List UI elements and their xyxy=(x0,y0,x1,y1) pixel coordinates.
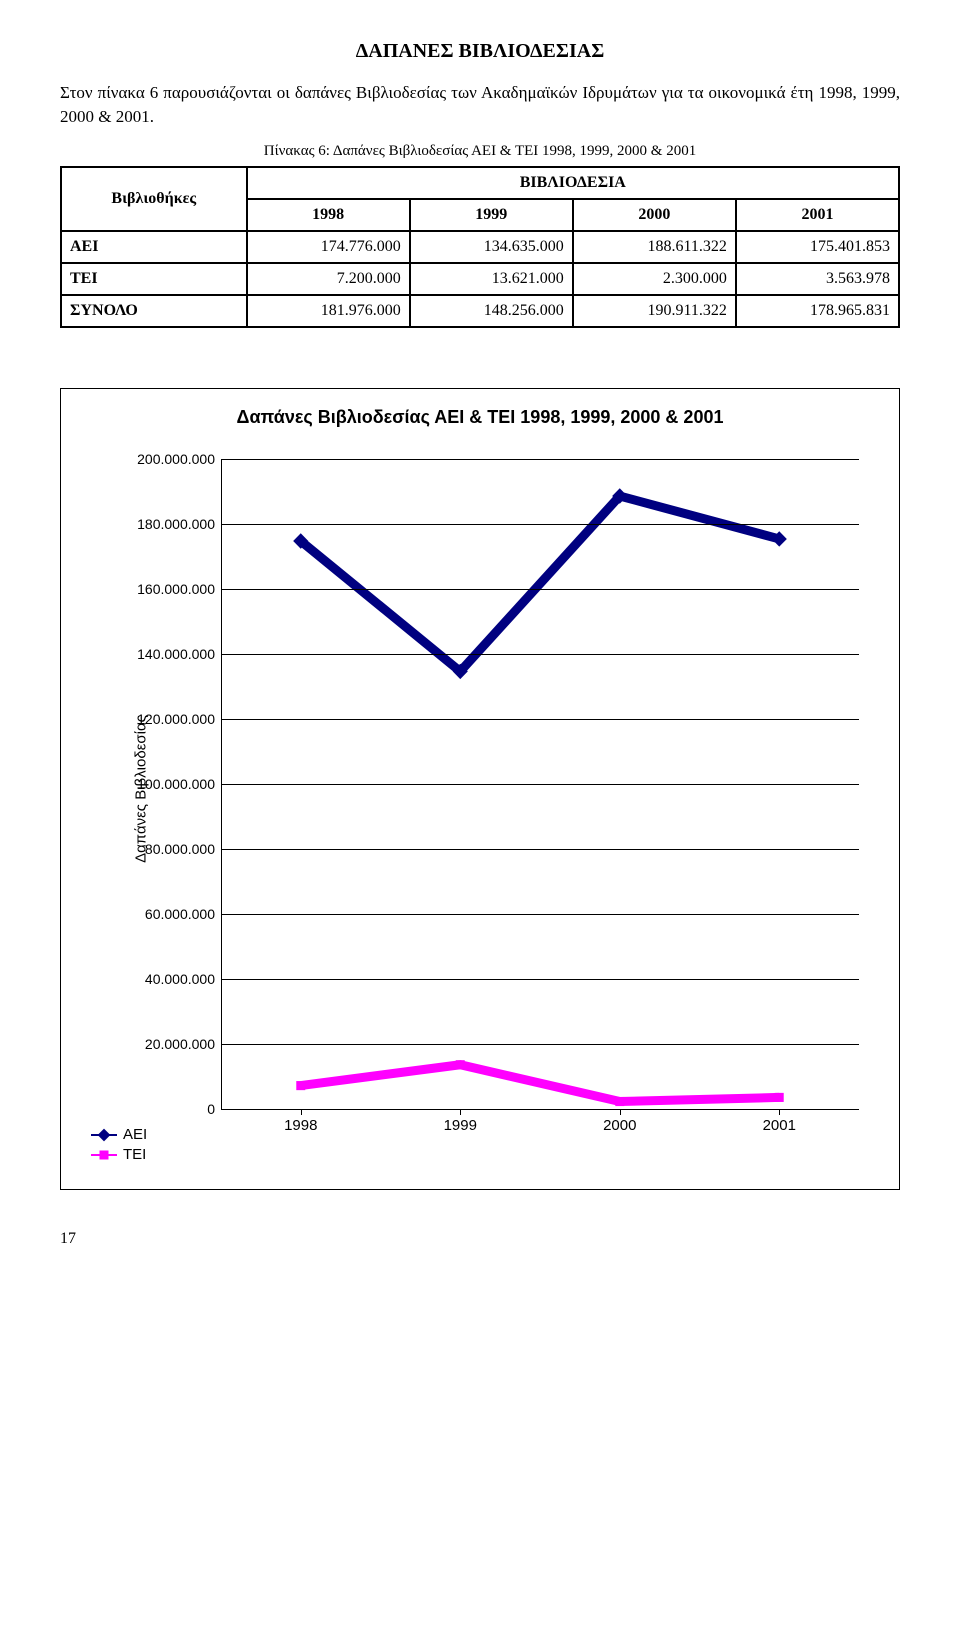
cell: 3.563.978 xyxy=(736,263,899,295)
y-tick-label: 180.000.000 xyxy=(137,516,215,532)
page-number: 17 xyxy=(60,1230,900,1248)
cell: 175.401.853 xyxy=(736,231,899,263)
table-row: ΤΕΙ 7.200.000 13.621.000 2.300.000 3.563… xyxy=(61,263,899,295)
y-tick-label: 60.000.000 xyxy=(145,906,215,922)
cell: 134.635.000 xyxy=(410,231,573,263)
cell: 188.611.322 xyxy=(573,231,736,263)
gridline xyxy=(221,914,859,915)
cell: 13.621.000 xyxy=(410,263,573,295)
cell: 174.776.000 xyxy=(247,231,410,263)
gridline xyxy=(221,589,859,590)
gridline xyxy=(221,524,859,525)
y-tick-label: 120.000.000 xyxy=(137,711,215,727)
table-row: ΣΥΝΟΛΟ 181.976.000 148.256.000 190.911.3… xyxy=(61,295,899,327)
diamond-marker-icon xyxy=(98,1128,111,1141)
col-header: 2001 xyxy=(736,199,899,231)
line-chart: Δαπάνες Βιβλιοδεσίας ΑΕΙ & ΤΕΙ 1998, 199… xyxy=(60,388,900,1190)
chart-legend: ΑΕΙ ΤΕΙ xyxy=(91,1125,147,1165)
series-marker xyxy=(775,1092,784,1101)
cell: 2.300.000 xyxy=(573,263,736,295)
y-tick-label: 20.000.000 xyxy=(145,1036,215,1052)
gridline xyxy=(221,849,859,850)
table-row: ΑΕΙ 174.776.000 134.635.000 188.611.322 … xyxy=(61,231,899,263)
y-tick-label: 0 xyxy=(207,1101,215,1117)
gridline xyxy=(221,459,859,460)
cell: 7.200.000 xyxy=(247,263,410,295)
legend-item: ΑΕΙ xyxy=(91,1125,147,1145)
intro-paragraph: Στον πίνακα 6 παρουσιάζονται οι δαπάνες … xyxy=(60,81,900,129)
row-header-label: Βιβλιοθήκες xyxy=(61,167,247,231)
y-tick-label: 100.000.000 xyxy=(137,776,215,792)
row-label: ΤΕΙ xyxy=(61,263,247,295)
col-header: 2000 xyxy=(573,199,736,231)
cell: 148.256.000 xyxy=(410,295,573,327)
x-tick-label: 2001 xyxy=(763,1117,796,1134)
square-marker-icon xyxy=(100,1150,109,1159)
x-tick-label: 1998 xyxy=(284,1117,317,1134)
section-title: ΔΑΠΑΝΕΣ ΒΙΒΛΙΟΔΕΣΙΑΣ xyxy=(60,40,900,63)
cell: 190.911.322 xyxy=(573,295,736,327)
series-marker xyxy=(296,1081,305,1090)
x-tick-label: 1999 xyxy=(444,1117,477,1134)
legend-label: ΑΕΙ xyxy=(123,1126,147,1143)
table-super-header: ΒΙΒΛΙΟΔΕΣΙΑ xyxy=(247,167,899,199)
x-tick-label: 2000 xyxy=(603,1117,636,1134)
series-line xyxy=(301,496,780,671)
series-line xyxy=(301,1064,780,1101)
legend-label: ΤΕΙ xyxy=(123,1146,146,1163)
legend-item: ΤΕΙ xyxy=(91,1145,147,1165)
table-caption: Πίνακας 6: Δαπάνες Βιβλιοδεσίας ΑΕΙ & ΤΕ… xyxy=(60,143,900,160)
row-label: ΑΕΙ xyxy=(61,231,247,263)
gridline xyxy=(221,979,859,980)
y-tick-label: 140.000.000 xyxy=(137,646,215,662)
x-tick-mark xyxy=(779,1109,780,1115)
x-tick-mark xyxy=(460,1109,461,1115)
cell: 181.976.000 xyxy=(247,295,410,327)
series-marker xyxy=(456,1060,465,1069)
gridline xyxy=(221,719,859,720)
chart-title: Δαπάνες Βιβλιοδεσίας ΑΕΙ & ΤΕΙ 1998, 199… xyxy=(61,407,899,428)
row-label: ΣΥΝΟΛΟ xyxy=(61,295,247,327)
plot-area: 020.000.00040.000.00060.000.00080.000.00… xyxy=(221,459,859,1109)
col-header: 1998 xyxy=(247,199,410,231)
col-header: 1999 xyxy=(410,199,573,231)
x-tick-mark xyxy=(301,1109,302,1115)
legend-swatch xyxy=(91,1134,117,1136)
legend-swatch xyxy=(91,1154,117,1156)
cell: 178.965.831 xyxy=(736,295,899,327)
series-marker xyxy=(615,1097,624,1106)
data-table: Βιβλιοθήκες ΒΙΒΛΙΟΔΕΣΙΑ 1998 1999 2000 2… xyxy=(60,166,900,328)
gridline xyxy=(221,1044,859,1045)
y-tick-label: 40.000.000 xyxy=(145,971,215,987)
gridline xyxy=(221,784,859,785)
gridline xyxy=(221,654,859,655)
x-tick-mark xyxy=(620,1109,621,1115)
y-tick-label: 200.000.000 xyxy=(137,451,215,467)
y-tick-label: 160.000.000 xyxy=(137,581,215,597)
y-tick-label: 80.000.000 xyxy=(145,841,215,857)
gridline xyxy=(221,1109,859,1110)
